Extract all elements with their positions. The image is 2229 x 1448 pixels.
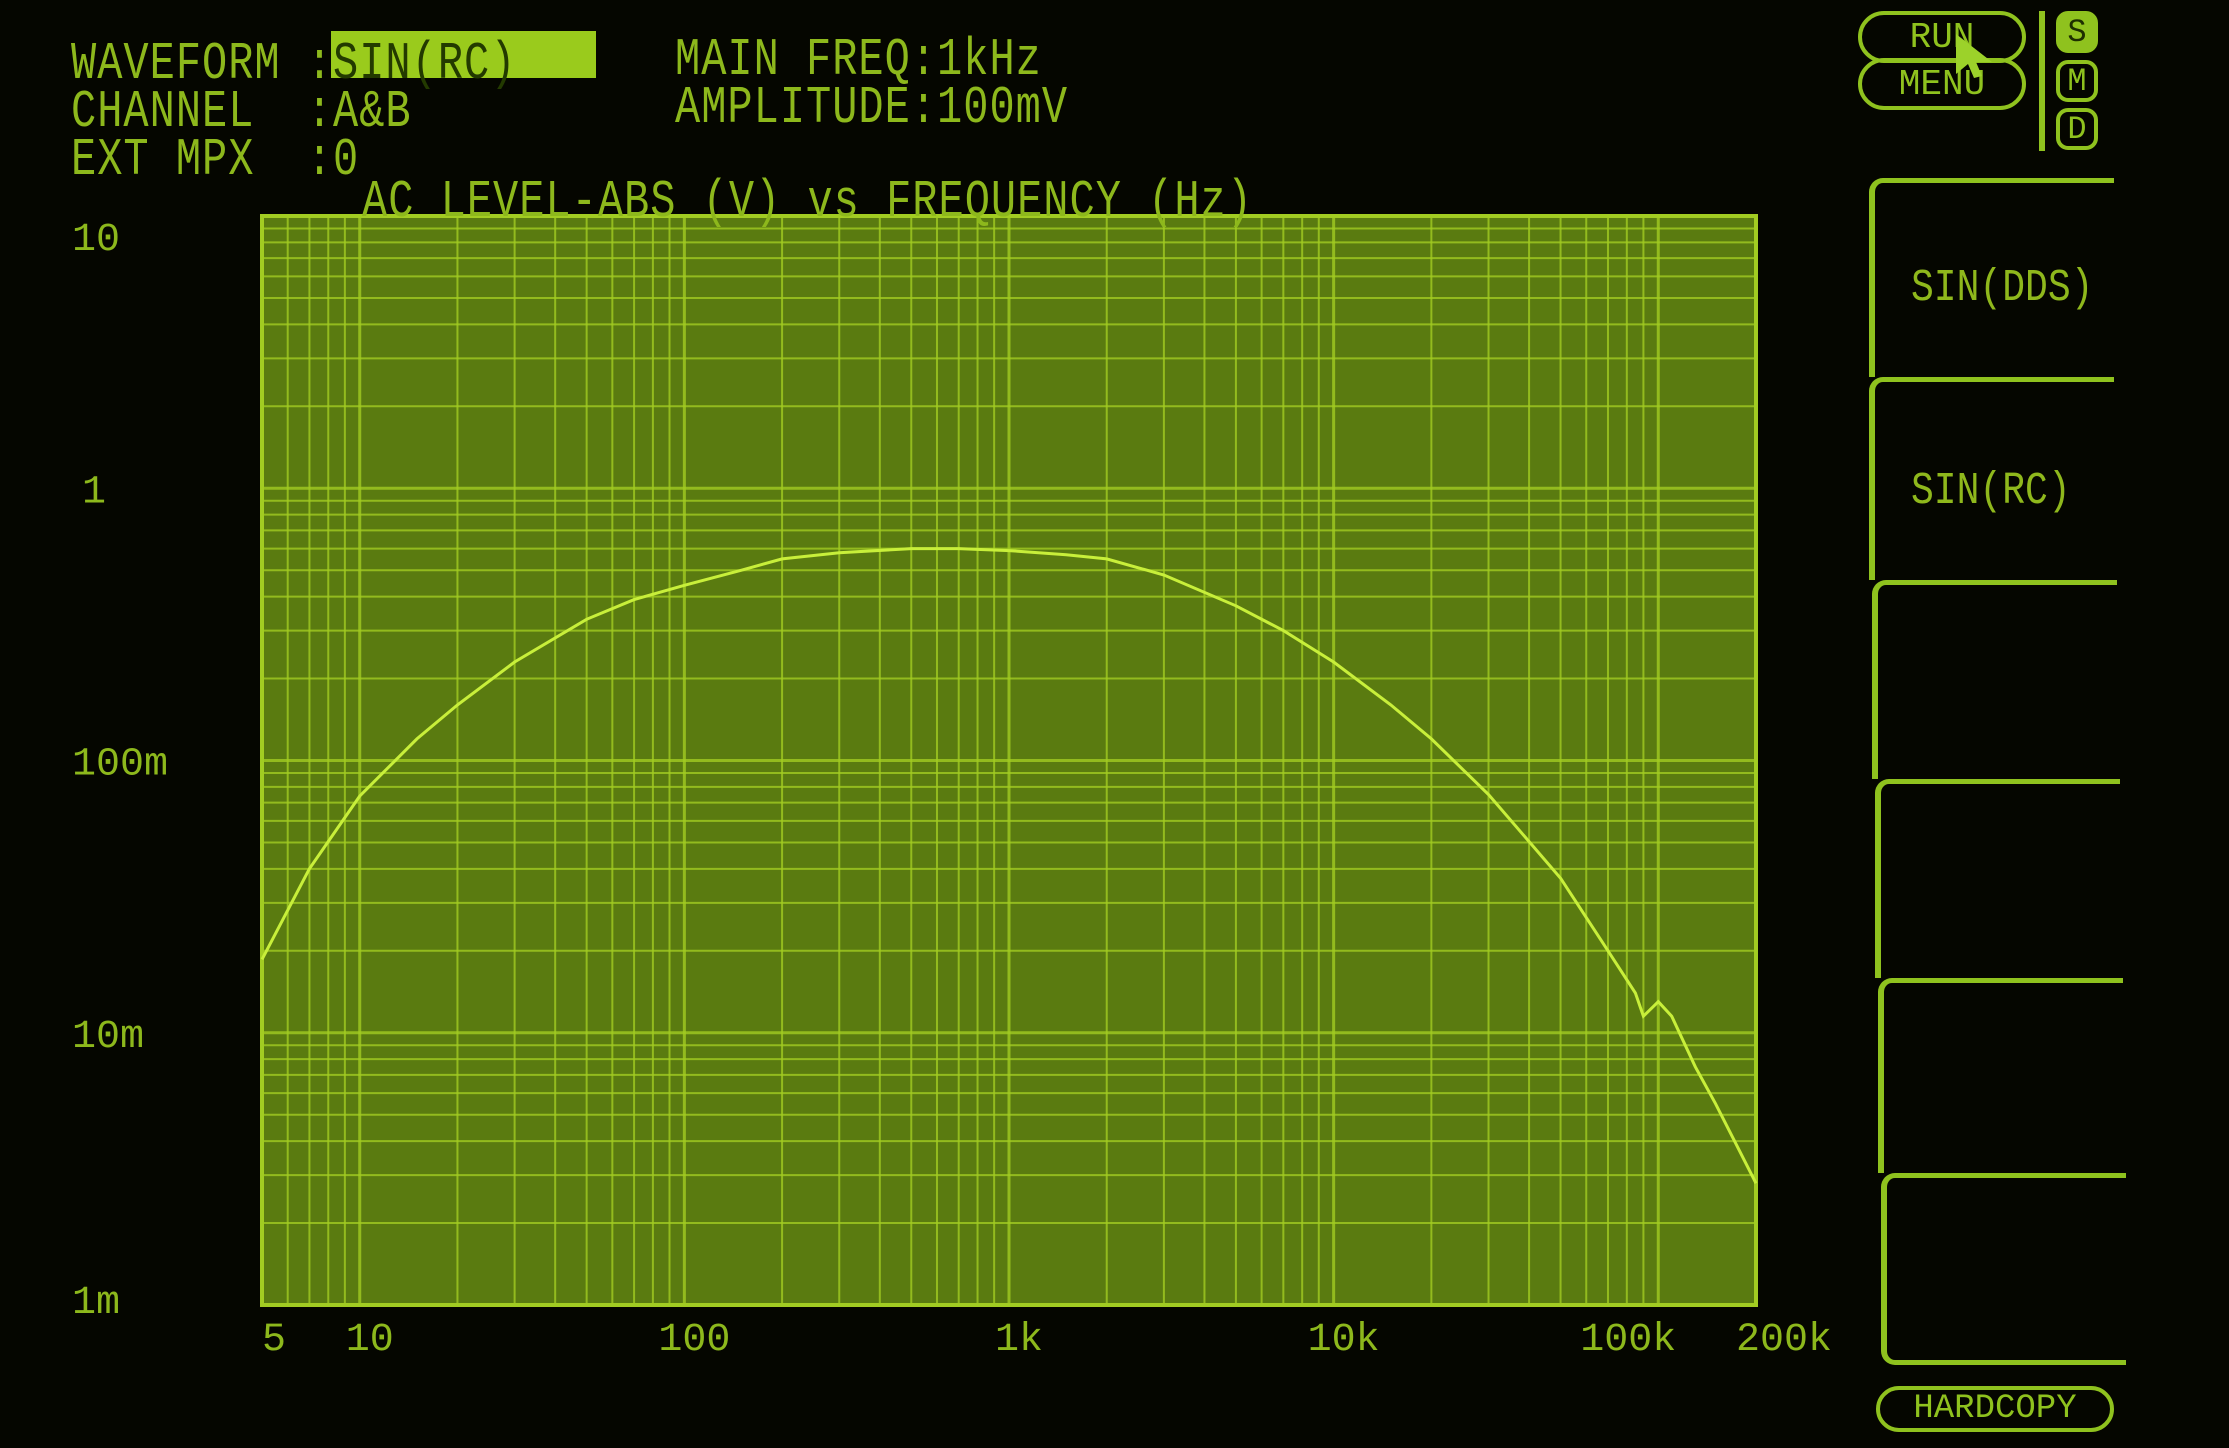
softkey-5[interactable] xyxy=(1878,978,2123,1173)
cursor-arrow-icon xyxy=(1956,34,1992,78)
softkey-1-label: SIN(DDS) xyxy=(1911,263,2094,315)
mode-s-label: S xyxy=(2067,13,2087,51)
grid xyxy=(262,216,1756,1305)
mode-m-indicator[interactable]: M xyxy=(2056,60,2098,102)
mode-s-indicator[interactable]: S xyxy=(2056,11,2098,53)
amplitude: AMPLITUDE:100mV xyxy=(675,78,1069,139)
mode-d-indicator[interactable]: D xyxy=(2056,108,2098,150)
waveform-value[interactable]: SIN(RC) xyxy=(333,34,517,95)
mode-d-label: D xyxy=(2067,110,2087,148)
x-tick-label: 200k xyxy=(1736,1318,1832,1363)
waveform-label: WAVEFORM : xyxy=(71,34,334,95)
y-tick-label: 10m xyxy=(72,1015,144,1060)
x-tick-label: 10 xyxy=(346,1318,394,1363)
channel-label: CHANNEL : xyxy=(71,82,334,143)
softkey-2[interactable]: SIN(RC) xyxy=(1869,377,2114,580)
x-tick-label: 10k xyxy=(1308,1318,1380,1363)
x-tick-label: 1k xyxy=(995,1318,1043,1363)
x-tick-labels: 5 10 100 1k 10k 100k 200k xyxy=(262,1318,1832,1363)
softkey-3[interactable] xyxy=(1872,580,2117,779)
hardcopy-label: HARDCOPY xyxy=(1913,1390,2077,1428)
x-tick-label: 5 xyxy=(262,1318,286,1363)
divider xyxy=(2039,11,2045,151)
ext-mpx-label: EXT MPX : xyxy=(71,130,334,191)
ext-mpx-value: 0 xyxy=(333,130,360,191)
hardcopy-button[interactable]: HARDCOPY xyxy=(1876,1386,2114,1432)
softkey-1[interactable]: SIN(DDS) xyxy=(1869,178,2114,377)
y-tick-labels: 10 1 100m 10m 1m xyxy=(72,218,168,1326)
x-tick-label: 100k xyxy=(1580,1318,1676,1363)
channel-value: A&B xyxy=(333,82,412,143)
y-tick-label: 10 xyxy=(72,218,120,263)
chart-title: AC LEVEL-ABS (V) vs FREQUENCY (Hz) xyxy=(362,172,1253,233)
waveform-highlight[interactable] xyxy=(331,31,596,78)
softkey-2-label: SIN(RC) xyxy=(1911,466,2071,518)
x-tick-label: 100 xyxy=(658,1318,730,1363)
y-tick-label: 100m xyxy=(72,743,168,788)
mode-m-label: M xyxy=(2067,62,2087,100)
y-tick-label: 1m xyxy=(72,1281,120,1326)
series-trace xyxy=(260,547,1758,1184)
softkey-6[interactable] xyxy=(1881,1173,2126,1365)
softkey-4[interactable] xyxy=(1875,779,2120,978)
y-tick-label: 1 xyxy=(82,470,106,515)
main-freq: MAIN FREQ:1kHz xyxy=(675,30,1042,91)
